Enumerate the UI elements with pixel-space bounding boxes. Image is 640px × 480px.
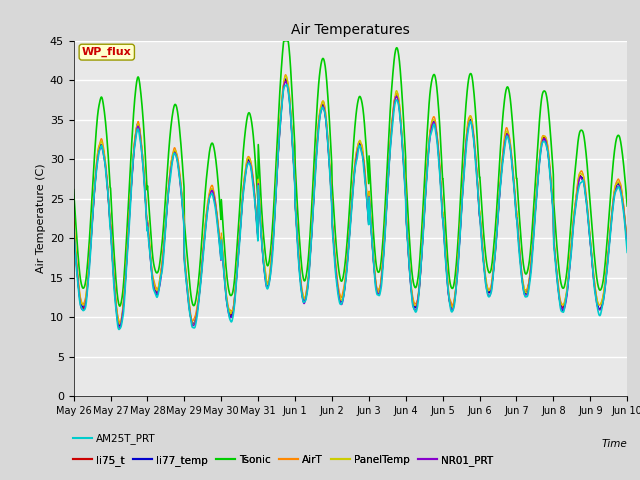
Text: WP_flux: WP_flux xyxy=(82,47,132,57)
Text: Time: Time xyxy=(602,439,627,449)
Y-axis label: Air Temperature (C): Air Temperature (C) xyxy=(36,164,45,273)
Legend: li75_t, li77_temp, Tsonic, AirT, PanelTemp, NR01_PRT: li75_t, li77_temp, Tsonic, AirT, PanelTe… xyxy=(69,451,497,470)
Legend: AM25T_PRT: AM25T_PRT xyxy=(69,429,160,448)
Title: Air Temperatures: Air Temperatures xyxy=(291,23,410,37)
